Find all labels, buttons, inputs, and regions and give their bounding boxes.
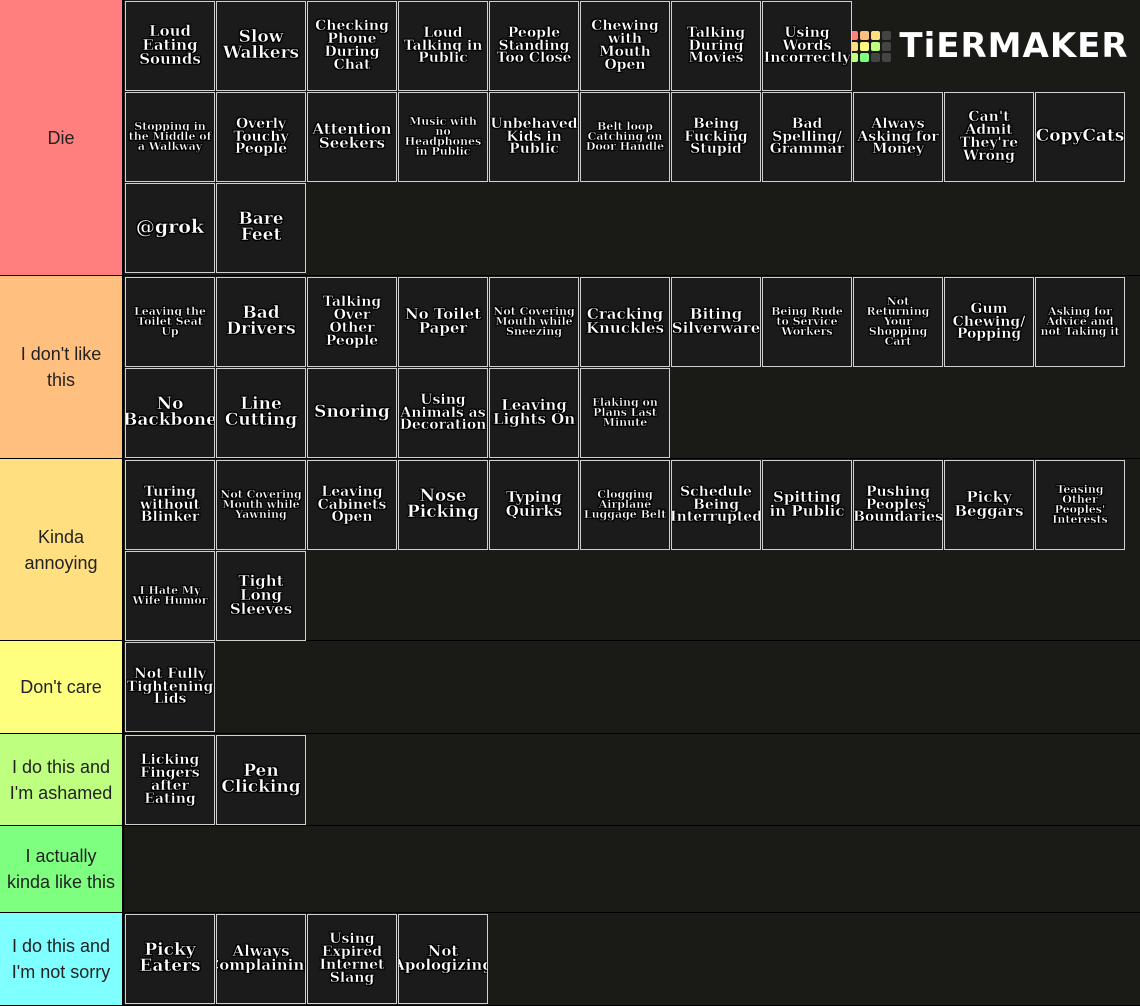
tier-item[interactable]: Being Rude to Service Workers bbox=[762, 277, 852, 367]
tier-item[interactable]: I Hate My Wife Humor bbox=[125, 551, 215, 641]
tier-label: I do this and I'm not sorry bbox=[0, 913, 124, 1005]
tier-item[interactable]: Music with no Headphones in Public bbox=[398, 92, 488, 182]
tier-row: Don't care Not Fully Tightening Lids bbox=[0, 641, 1140, 733]
tier-item[interactable]: Talking Over Other People bbox=[307, 277, 397, 367]
logo-icon bbox=[849, 30, 892, 62]
tier-item[interactable]: Biting Silverware bbox=[671, 277, 761, 367]
tier-row: I do this and I'm ashamed Licking Fingers… bbox=[0, 734, 1140, 825]
tier-items: Not Fully Tightening Lids bbox=[124, 641, 1140, 733]
tier-row: I actually kinda like this bbox=[0, 826, 1140, 912]
tier-item[interactable]: Not Covering Mouth while Sneezing bbox=[489, 277, 579, 367]
tier-item[interactable]: Stopping in the Middle of a Walkway bbox=[125, 92, 215, 182]
tier-item[interactable]: No Toilet Paper bbox=[398, 277, 488, 367]
tier-item[interactable]: No Backbone bbox=[125, 368, 215, 458]
tier-item[interactable]: Pushing Peoples' Boundaries bbox=[853, 460, 943, 550]
tier-item[interactable]: Belt loop Catching on Door Handle bbox=[580, 92, 670, 182]
tier-row: I don't like this Leaving the Toilet Seat… bbox=[0, 276, 1140, 458]
tier-item[interactable]: Can't Admit They're Wrong bbox=[944, 92, 1034, 182]
tier-item[interactable]: Gum Chewing/ Popping bbox=[944, 277, 1034, 367]
tier-item[interactable]: Not Fully Tightening Lids bbox=[125, 642, 215, 732]
tier-item[interactable]: Chewing with Mouth Open bbox=[580, 1, 670, 91]
tier-item[interactable]: Picky Beggars bbox=[944, 460, 1034, 550]
tier-item[interactable]: Using Expired Internet Slang bbox=[307, 914, 397, 1004]
tier-item[interactable]: Overly Touchy People bbox=[216, 92, 306, 182]
tier-item[interactable]: Flaking on Plans Last Minute bbox=[580, 368, 670, 458]
tier-row: Die TiERMAKER Loud Eating Sounds Slow Walke… bbox=[0, 0, 1140, 275]
tier-item[interactable]: Using Words Incorrectly bbox=[762, 1, 852, 91]
tier-label: I actually kinda like this bbox=[0, 826, 124, 912]
tier-item[interactable]: Cracking Knuckles bbox=[580, 277, 670, 367]
tier-item[interactable]: Talking During Movies bbox=[671, 1, 761, 91]
tier-label: Die bbox=[0, 0, 124, 275]
tier-label: Kinda annoying bbox=[0, 459, 124, 640]
tier-label: I don't like this bbox=[0, 276, 124, 458]
tier-item[interactable]: Using Animals as Decoration bbox=[398, 368, 488, 458]
tier-label: I do this and I'm ashamed bbox=[0, 734, 124, 825]
tier-item[interactable]: Tight Long Sleeves bbox=[216, 551, 306, 641]
tier-row: I do this and I'm not sorry Picky Eaters A… bbox=[0, 913, 1140, 1005]
tier-item[interactable]: CopyCats bbox=[1035, 92, 1125, 182]
tier-item[interactable]: Asking for Advice and not Taking it bbox=[1035, 277, 1125, 367]
tier-item[interactable]: Bare Feet bbox=[216, 183, 306, 273]
tier-items bbox=[124, 826, 1140, 912]
tier-row: Kinda annoying Turing without Blinker Not … bbox=[0, 459, 1140, 641]
tier-items: Licking Fingers after Eating Pen Clicking bbox=[124, 734, 1140, 825]
tier-item[interactable]: @grok bbox=[125, 183, 215, 273]
tier-item[interactable]: Leaving Lights On bbox=[489, 368, 579, 458]
tier-item[interactable]: Loud Eating Sounds bbox=[125, 1, 215, 91]
tier-item[interactable]: Bad Spelling/ Grammar bbox=[762, 92, 852, 182]
tier-label: Don't care bbox=[0, 641, 124, 733]
tier-item[interactable]: Licking Fingers after Eating bbox=[125, 735, 215, 825]
logo: TiERMAKER bbox=[849, 1, 1129, 91]
tier-item[interactable]: Typing Quirks bbox=[489, 460, 579, 550]
tier-item[interactable]: Slow Walkers bbox=[216, 1, 306, 91]
tier-item[interactable]: Always Complaining bbox=[216, 914, 306, 1004]
tier-items: TiERMAKER Loud Eating Sounds Slow Walkers C… bbox=[124, 0, 1140, 275]
tier-item[interactable]: People Standing Too Close bbox=[489, 1, 579, 91]
tier-item[interactable]: Not Covering Mouth while Yawning bbox=[216, 460, 306, 550]
tier-item[interactable]: Not Apologizing bbox=[398, 914, 488, 1004]
tier-item[interactable]: Always Asking for Money bbox=[853, 92, 943, 182]
tier-item[interactable]: Loud Talking in Public bbox=[398, 1, 488, 91]
tier-item[interactable]: Leaving Cabinets Open bbox=[307, 460, 397, 550]
tier-items: Turing without Blinker Not Covering Mouth… bbox=[124, 459, 1140, 641]
tier-item[interactable]: Spitting in Public bbox=[762, 460, 852, 550]
tier-item[interactable]: Nose Picking bbox=[398, 460, 488, 550]
tier-item[interactable]: Schedule Being Interrupted bbox=[671, 460, 761, 550]
tier-item[interactable]: Checking Phone During Chat bbox=[307, 1, 397, 91]
tier-item[interactable]: Line Cutting bbox=[216, 368, 306, 458]
tier-item[interactable]: Clogging Airplane Luggage Belt bbox=[580, 460, 670, 550]
tier-item[interactable]: Leaving the Toilet Seat Up bbox=[125, 277, 215, 367]
tier-items: Leaving the Toilet Seat Up Bad Drivers Tal… bbox=[124, 276, 1140, 458]
tier-item[interactable]: Teasing Other Peoples' Interests bbox=[1035, 460, 1125, 550]
logo-text: TiERMAKER bbox=[899, 26, 1129, 66]
tier-item[interactable]: Bad Drivers bbox=[216, 277, 306, 367]
tier-item[interactable]: Picky Eaters bbox=[125, 914, 215, 1004]
tier-item[interactable]: Turing without Blinker bbox=[125, 460, 215, 550]
tier-item[interactable]: Attention Seekers bbox=[307, 92, 397, 182]
tier-item[interactable]: Not Returning Your Shopping Cart bbox=[853, 277, 943, 367]
tier-item[interactable]: Pen Clicking bbox=[216, 735, 306, 825]
tier-item[interactable]: Being Fucking Stupid bbox=[671, 92, 761, 182]
tier-item[interactable]: Unbehaved Kids in Public bbox=[489, 92, 579, 182]
tier-item[interactable]: Snoring bbox=[307, 368, 397, 458]
